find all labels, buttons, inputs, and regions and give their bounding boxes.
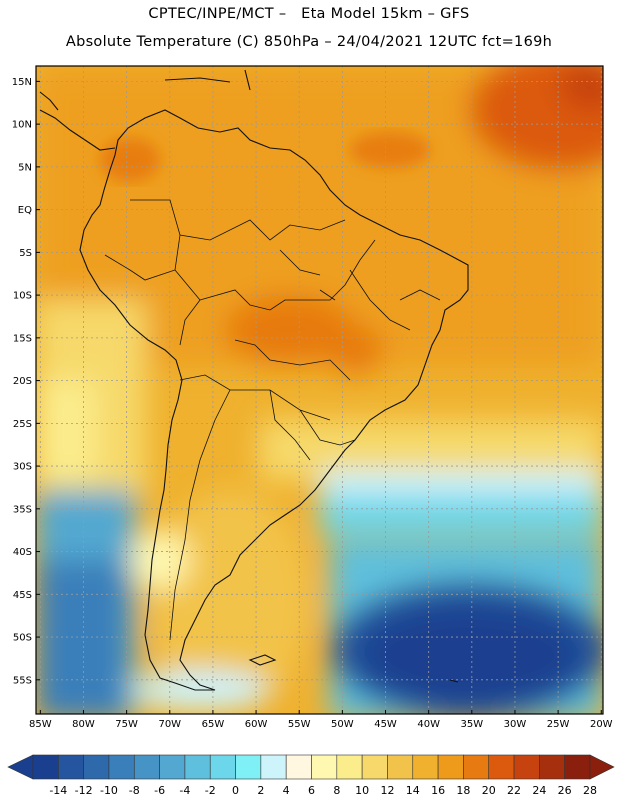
colorbar-label: -8 xyxy=(129,784,140,797)
latitude-label: 55S xyxy=(13,675,32,686)
colorbar-swatch xyxy=(488,754,515,780)
latitude-label: 30S xyxy=(13,462,32,473)
longitude-label: 30W xyxy=(504,719,527,730)
latitude-label: 5N xyxy=(18,162,32,173)
colorbar-swatch xyxy=(336,754,363,780)
colorbar-label: 18 xyxy=(456,784,470,797)
colorbar-swatch xyxy=(539,754,565,780)
colorbar-label: 12 xyxy=(380,784,394,797)
colorbar-swatch xyxy=(387,754,414,780)
latitude-label: EQ xyxy=(18,205,32,216)
colorbar-label: 28 xyxy=(583,784,597,797)
latitude-label: 50S xyxy=(13,633,32,644)
longitude-label: 50W xyxy=(331,719,354,730)
colorbar-swatch xyxy=(311,754,338,780)
colorbar-label: 14 xyxy=(406,784,420,797)
colorbar xyxy=(7,754,615,780)
latitude-label: 10N xyxy=(12,120,32,131)
central-america-coast xyxy=(39,109,116,151)
latitude-label: 35S xyxy=(13,504,32,515)
longitude-label: 25W xyxy=(547,719,570,730)
colorbar-label: 26 xyxy=(558,784,572,797)
map-frame xyxy=(35,65,604,715)
colorbar-label: 6 xyxy=(308,784,315,797)
map-title-line-1: CPTEC/INPE/MCT – Eta Model 15km – GFS xyxy=(148,6,470,22)
colorbar-label: 22 xyxy=(507,784,521,797)
colorbar-label: 2 xyxy=(257,784,264,797)
colorbar-swatch xyxy=(58,754,84,780)
south-america-coast xyxy=(79,109,469,691)
colorbar-swatch xyxy=(159,754,186,780)
latitude-labels: 15N 10N 5N EQ 5S 10S 15S 20S 25S 30S 35S 40S 45S 50S 5… xyxy=(12,77,40,686)
longitude-label: 85W xyxy=(29,719,52,730)
longitude-label: 60W xyxy=(245,719,268,730)
land-outlines xyxy=(39,69,469,691)
colorbar-swatch xyxy=(235,754,262,780)
latitude-label: 20S xyxy=(13,376,32,387)
longitude-label: 75W xyxy=(115,719,138,730)
colorbar-label: 0 xyxy=(232,784,239,797)
longitude-label: 20W xyxy=(590,719,613,730)
colorbar-swatch xyxy=(463,754,490,780)
colorbar-label: -12 xyxy=(75,784,93,797)
colorbar-label: -2 xyxy=(205,784,216,797)
colorbar-label: 16 xyxy=(431,784,445,797)
latitude-label: 5S xyxy=(19,248,32,259)
colorbar-label: 10 xyxy=(355,784,369,797)
longitude-label: 70W xyxy=(158,719,181,730)
colorbar-swatch xyxy=(361,754,388,780)
longitude-label: 45W xyxy=(374,719,397,730)
colorbar-swatch xyxy=(437,754,464,780)
latitude-label: 40S xyxy=(13,547,32,558)
latitude-label: 45S xyxy=(13,590,32,601)
colorbar-swatch xyxy=(108,754,135,780)
colorbar-swatch xyxy=(83,754,110,780)
colorbar-swatch xyxy=(209,754,236,780)
colorbar-label: 4 xyxy=(283,784,290,797)
colorbar-swatch xyxy=(260,754,287,780)
colorbar-arrow-low xyxy=(7,754,34,780)
colorbar-swatch xyxy=(32,754,59,780)
colorbar-label: -10 xyxy=(100,784,118,797)
longitude-label: 40W xyxy=(417,719,440,730)
colorbar-swatch xyxy=(285,754,312,780)
latitude-label: 15N xyxy=(12,77,32,88)
colorbar-label: -14 xyxy=(49,784,67,797)
colorbar-labels: -14 -12 -10 -8 -6 -4 -2 0 2 4 6 8 10 12 14 16 18 20 22 24 26… xyxy=(49,784,597,797)
country-borders xyxy=(104,199,441,641)
colorbar-swatch xyxy=(513,754,540,780)
colorbar-swatch xyxy=(412,754,439,780)
longitude-labels: 85W 80W 75W 70W 65W 60W 55W 50W 45W 40W 35W 30W 25W 2… xyxy=(29,710,613,730)
latitude-label: 25S xyxy=(13,419,32,430)
longitude-label: 80W xyxy=(72,719,95,730)
colorbar-arrow-high xyxy=(589,754,615,780)
colorbar-label: 20 xyxy=(482,784,496,797)
latitude-label: 10S xyxy=(13,291,32,302)
temperature-field xyxy=(36,66,603,714)
longitude-label: 65W xyxy=(202,719,225,730)
longitude-label: 35W xyxy=(461,719,484,730)
colorbar-label: 24 xyxy=(532,784,546,797)
map-title-line-2: Absolute Temperature (C) 850hPa – 24/04/… xyxy=(65,34,553,50)
longitude-label: 55W xyxy=(288,719,311,730)
colorbar-label: -6 xyxy=(154,784,165,797)
graticule xyxy=(36,66,603,714)
colorbar-swatch xyxy=(184,754,211,780)
colorbar-label: -4 xyxy=(179,784,190,797)
latitude-label: 15S xyxy=(13,333,32,344)
colorbar-swatch xyxy=(564,754,591,780)
colorbar-label: 8 xyxy=(333,784,340,797)
colorbar-swatch xyxy=(133,754,160,780)
